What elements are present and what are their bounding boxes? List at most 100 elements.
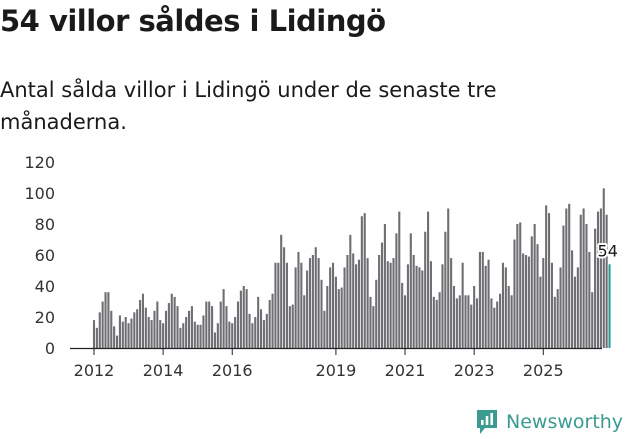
bar (98, 312, 101, 348)
bar (519, 222, 522, 348)
bar (92, 320, 96, 348)
bar (115, 335, 119, 348)
bar (153, 310, 156, 348)
last-value-label: 54 (598, 241, 618, 260)
bar (452, 286, 456, 348)
bar (496, 301, 499, 348)
bar (187, 310, 191, 348)
bar (170, 293, 173, 348)
bar (308, 258, 312, 348)
bar (144, 307, 147, 348)
bar (245, 289, 248, 348)
bar (556, 289, 559, 348)
x-tick-label: 2016 (212, 361, 253, 380)
bar (375, 279, 378, 348)
bar (553, 296, 556, 348)
x-tick-label: 2025 (523, 361, 564, 380)
bar (211, 306, 214, 348)
bar (366, 258, 369, 348)
bar (559, 267, 562, 348)
bar (182, 323, 185, 348)
bar (605, 214, 608, 348)
bar (225, 306, 228, 348)
bar (501, 262, 505, 348)
bar (403, 295, 407, 348)
bar (585, 224, 588, 348)
bar (406, 264, 409, 348)
newsworthy-logo-icon (477, 410, 497, 434)
bar (139, 299, 142, 348)
bar (314, 247, 317, 348)
bar (259, 309, 263, 348)
bar (427, 211, 430, 348)
bar (283, 247, 286, 348)
bar (421, 270, 424, 348)
bar (329, 267, 332, 348)
bar (507, 286, 510, 348)
bar (141, 293, 145, 348)
bar (176, 306, 179, 348)
bar (147, 317, 150, 348)
y-tick-label: 120 (24, 153, 55, 172)
bar (162, 323, 165, 348)
bar (401, 282, 404, 348)
bar (291, 304, 294, 348)
bar (493, 307, 496, 348)
bar (185, 317, 188, 348)
bar (107, 292, 110, 348)
bar (113, 326, 116, 348)
bar (487, 259, 490, 348)
bar (547, 213, 551, 348)
bar (159, 320, 162, 348)
bar (527, 256, 530, 348)
bar (323, 310, 326, 348)
bar (300, 262, 303, 348)
bar (95, 327, 98, 348)
bar (450, 258, 453, 348)
bar-latest (608, 264, 611, 348)
bar (343, 267, 346, 348)
bar (239, 290, 242, 348)
bar (288, 306, 291, 348)
bar (222, 289, 225, 348)
bar (392, 258, 395, 348)
bar (481, 251, 484, 348)
bar (478, 251, 481, 348)
bar (101, 301, 104, 348)
bar (545, 205, 548, 348)
x-tick-label: 2014 (143, 361, 184, 380)
bar (121, 321, 124, 348)
bar (432, 296, 435, 348)
bar (236, 301, 240, 348)
bar (234, 317, 237, 348)
bar (285, 262, 289, 348)
bar (380, 242, 384, 348)
bar (484, 265, 487, 348)
bar (395, 233, 398, 348)
bar (363, 213, 366, 348)
bar (470, 304, 473, 348)
bar-chart: 0 20 40 60 80 100 120 2012 2014 2016 2019 2021 2023 2… (24, 153, 619, 380)
bar (118, 315, 121, 348)
bar (522, 253, 525, 348)
newsworthy-brand-name: Newsworthy (506, 411, 624, 433)
bar (398, 211, 401, 348)
bar (582, 208, 585, 348)
bar (409, 233, 412, 348)
bar (337, 289, 340, 348)
bar (205, 301, 208, 348)
bar (389, 262, 392, 348)
bar (202, 315, 205, 348)
bar (415, 265, 418, 348)
bar (360, 216, 363, 348)
bar (340, 287, 343, 348)
newsworthy-logo: Newsworthy (475, 408, 623, 436)
bar (346, 255, 349, 348)
bar (127, 323, 130, 348)
bar (311, 255, 314, 348)
bar (193, 321, 196, 348)
y-tick-label: 60 (35, 246, 55, 265)
bar (562, 225, 565, 348)
x-tick-label: 2021 (385, 361, 426, 380)
bar (441, 264, 444, 348)
